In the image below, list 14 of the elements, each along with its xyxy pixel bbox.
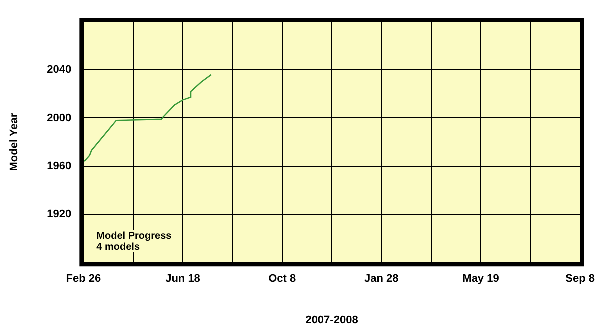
x-tick-label: Jun 18 (166, 273, 200, 286)
annotation: 4 models (96, 242, 140, 253)
y-tick-label: 2000 (47, 112, 72, 124)
x-axis-title: 2007-2008 (306, 314, 358, 326)
y-tick-label: 1920 (47, 208, 72, 221)
y-axis-title: Model Year (8, 112, 21, 172)
annotation: Model Progress (96, 230, 172, 242)
y-tick-label: 1960 (47, 160, 72, 172)
x-tick-label: Feb 26 (66, 273, 102, 286)
x-tick-label: May 19 (462, 273, 500, 286)
x-tick-label: Sep 8 (566, 273, 596, 286)
x-tick-label: Oct 8 (268, 273, 296, 286)
x-tick-label: Jan 28 (364, 273, 399, 286)
y-tick-label: 2040 (47, 64, 72, 76)
